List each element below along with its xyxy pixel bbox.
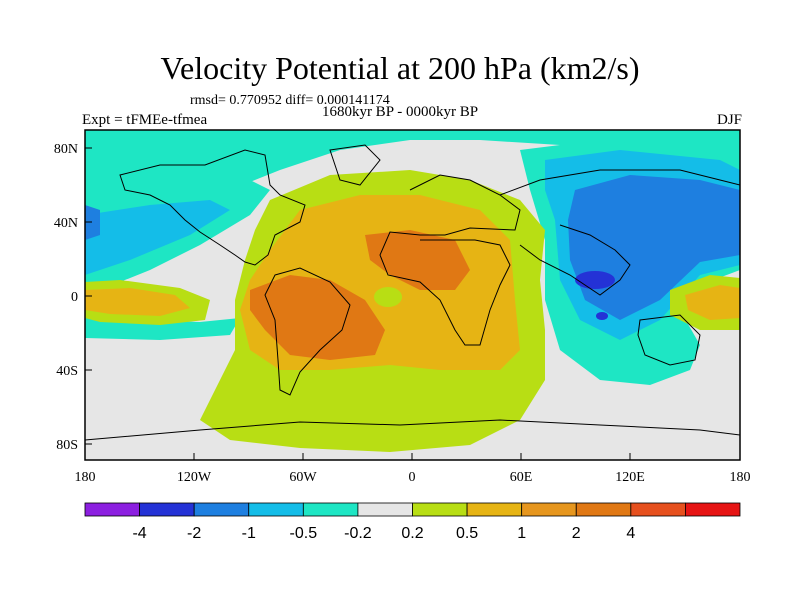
stats-label: rmsd= 0.770952 diff= 0.000141174 [190,93,390,108]
coast-australia [637,314,701,366]
coast-south-america [264,267,351,396]
y-tick-label: 40S [56,364,78,379]
colorbar-swatch [685,502,741,517]
colorbar-swatch [357,502,413,517]
coast-antarctica [85,419,740,441]
coastlines [85,144,740,441]
colorbar-label: -1 [242,525,256,542]
coast-greenland [329,144,381,186]
x-tick-label: 180 [730,470,751,485]
x-tick-label: 120E [615,470,645,485]
coast-north-america [119,149,306,266]
colorbar-label: 0.5 [456,525,478,542]
x-tick-label: 0 [409,470,416,485]
colorbar-label: 2 [572,525,581,542]
contour-field [85,130,740,460]
map-title: Velocity Potential at 200 hPa (km2/s) [160,50,640,86]
contour-pos-mid-west [85,288,190,316]
colorbar-swatch [466,502,523,517]
y-tick-label: 40N [54,216,78,231]
colorbar-swatch [139,502,195,517]
experiment-label: Expt = tFMEe-tfmea [82,112,208,128]
y-axis: 80N 40N 0 40S 80S [54,142,92,453]
colorbar-swatch [521,502,577,517]
colorbar-swatch [302,502,359,517]
contour-neutral-atlantic [374,287,402,307]
x-axis: 180 120W 60W 0 60E 120E 180 [75,453,751,485]
colorbar-label: 0.2 [401,525,423,542]
contour-neg-strong-west [85,205,100,240]
contour-pos-strong-america [250,275,385,360]
colorbar-label: -0.2 [344,525,372,542]
colorbar [84,502,741,517]
x-tick-label: 120W [177,470,212,485]
x-tick-label: 180 [75,470,96,485]
x-tick-label: 60E [510,470,533,485]
colorbar-swatch [575,502,632,517]
colorbar-label: -4 [132,525,146,542]
colorbar-labels: -4 -2 -1 -0.5 -0.2 0.2 0.5 1 2 4 [132,525,635,542]
colorbar-swatch [412,502,468,517]
season-label: DJF [716,112,742,128]
contour-neg-mid-west [85,200,230,275]
y-tick-label: 80S [56,438,78,453]
contour-neg-max-b [596,312,608,320]
colorbar-label: -0.5 [290,525,318,542]
coast-europe-africa [379,174,521,346]
colorbar-swatch [84,502,140,517]
y-tick-label: 0 [71,290,78,305]
colorbar-swatch [248,502,304,517]
colorbar-swatch [193,502,250,517]
colorbar-label: 4 [626,525,635,542]
period-label: 1680kyr BP - 0000kyr BP [321,104,479,120]
x-tick-label: 60W [289,470,317,485]
contour-neg-max-a [575,271,615,289]
colorbar-label: -2 [187,525,201,542]
colorbar-label: 1 [517,525,526,542]
colorbar-swatch [630,502,686,517]
contour-pos-mid-east [685,285,740,320]
contour-pos-strong-atlantic [365,230,470,290]
y-tick-label: 80N [54,142,78,157]
coast-asia [499,169,740,296]
